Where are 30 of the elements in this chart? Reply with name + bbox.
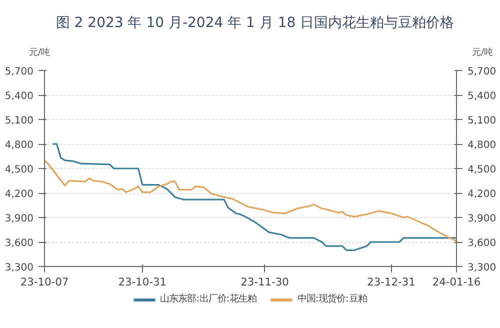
y2-tick-label: 4,200 xyxy=(468,189,496,200)
x-tick-label: 24-01-16 xyxy=(432,276,481,288)
y2-tick-label: 5,100 xyxy=(468,116,496,126)
line-series xyxy=(52,143,456,251)
y2-tick-label: 3,300 xyxy=(468,262,496,274)
y2-tick-label: 5,700 xyxy=(468,66,496,78)
y2-tick-label: 5,400 xyxy=(468,91,496,102)
line-series xyxy=(44,160,456,242)
y2-tick-label: 3,900 xyxy=(468,214,496,224)
x-tick-label: 23-11-30 xyxy=(240,276,290,288)
y-tick-label: 3,900 xyxy=(4,214,34,224)
chart-title: 图 2 2023 年 10 月-2024 年 1 月 18 日国内花生粕与豆粕价格 xyxy=(54,14,456,33)
y2-tick-label: 4,800 xyxy=(468,140,496,151)
legend-label: 山东东部:出厂价:花生粕 xyxy=(160,292,256,306)
y2-tick-label: 3,600 xyxy=(468,238,496,249)
y-tick-label: 3,600 xyxy=(4,238,34,249)
y-tick-label: 4,200 xyxy=(4,189,34,200)
x-tick-label: 23-10-31 xyxy=(118,276,167,288)
y-tick-label: 5,100 xyxy=(4,116,34,126)
y-tick-label: 4,800 xyxy=(4,140,34,151)
y-tick-label: 5,400 xyxy=(4,91,34,102)
y-axis-title: 元/吨 xyxy=(29,47,50,60)
x-tick-label: 23-10-07 xyxy=(20,276,69,288)
y2-axis-title: 元/吨 xyxy=(472,47,493,60)
x-tick-label: 23-12-31 xyxy=(367,276,416,288)
y-tick-label: 3,300 xyxy=(4,262,34,274)
legend-label: 中国:现货价:豆粕 xyxy=(298,292,367,306)
y-tick-label: 4,500 xyxy=(4,164,34,176)
y2-tick-label: 4,500 xyxy=(468,164,496,176)
y-tick-label: 5,700 xyxy=(4,66,34,78)
